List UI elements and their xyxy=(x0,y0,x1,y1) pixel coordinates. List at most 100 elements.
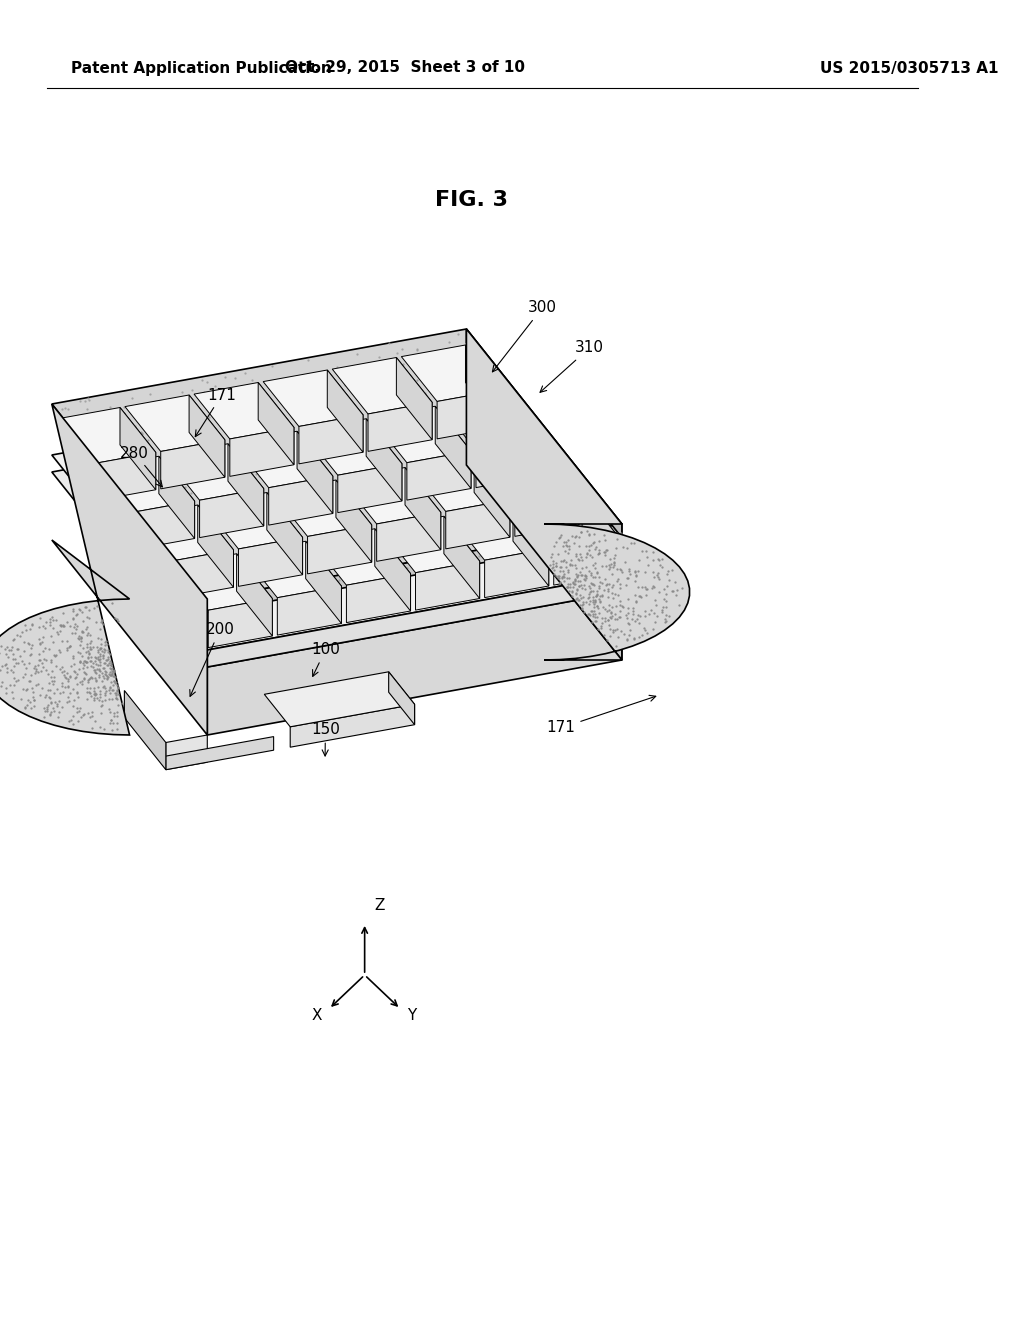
Polygon shape xyxy=(164,444,264,500)
Polygon shape xyxy=(207,576,622,667)
Polygon shape xyxy=(336,480,372,562)
Polygon shape xyxy=(543,442,579,525)
Polygon shape xyxy=(124,690,166,770)
Text: Z: Z xyxy=(374,898,384,913)
Text: X: X xyxy=(311,1007,323,1023)
Text: Oct. 29, 2015  Sheet 3 of 10: Oct. 29, 2015 Sheet 3 of 10 xyxy=(285,61,525,75)
Polygon shape xyxy=(159,457,195,539)
Text: 310: 310 xyxy=(540,341,604,392)
Polygon shape xyxy=(232,432,333,487)
Text: US 2015/0305713 A1: US 2015/0305713 A1 xyxy=(820,61,998,75)
Polygon shape xyxy=(307,525,372,574)
Polygon shape xyxy=(377,512,440,561)
Polygon shape xyxy=(267,492,302,574)
Polygon shape xyxy=(169,550,233,599)
Polygon shape xyxy=(56,408,156,463)
Polygon shape xyxy=(166,735,207,770)
Text: 171: 171 xyxy=(547,696,655,735)
Polygon shape xyxy=(200,488,264,537)
Polygon shape xyxy=(52,397,622,667)
Polygon shape xyxy=(401,345,501,401)
Polygon shape xyxy=(375,529,411,611)
Polygon shape xyxy=(341,467,440,524)
Polygon shape xyxy=(518,491,617,548)
Polygon shape xyxy=(389,672,415,725)
Polygon shape xyxy=(484,549,549,598)
Polygon shape xyxy=(258,383,294,465)
Polygon shape xyxy=(582,491,617,573)
Polygon shape xyxy=(161,440,225,488)
Polygon shape xyxy=(416,561,479,610)
Polygon shape xyxy=(271,480,372,536)
Text: 300: 300 xyxy=(493,301,557,372)
Polygon shape xyxy=(95,457,195,512)
Text: Patent Application Publication: Patent Application Publication xyxy=(71,61,332,75)
Polygon shape xyxy=(466,329,689,660)
Polygon shape xyxy=(120,408,156,490)
Polygon shape xyxy=(263,370,364,426)
Polygon shape xyxy=(239,537,302,586)
Polygon shape xyxy=(338,463,401,512)
Polygon shape xyxy=(346,574,411,623)
Polygon shape xyxy=(466,345,501,428)
Polygon shape xyxy=(513,504,549,586)
Polygon shape xyxy=(476,438,540,487)
Polygon shape xyxy=(406,467,440,549)
Polygon shape xyxy=(310,529,411,585)
Polygon shape xyxy=(332,358,432,414)
Text: FIG. 3: FIG. 3 xyxy=(434,190,508,210)
Polygon shape xyxy=(328,370,364,453)
Polygon shape xyxy=(208,598,272,648)
Polygon shape xyxy=(130,502,195,550)
Polygon shape xyxy=(466,397,622,660)
Polygon shape xyxy=(198,506,233,587)
Polygon shape xyxy=(166,737,273,770)
Polygon shape xyxy=(380,516,479,573)
Polygon shape xyxy=(133,506,233,561)
Polygon shape xyxy=(290,705,415,747)
Polygon shape xyxy=(440,393,540,450)
Polygon shape xyxy=(435,407,471,488)
Polygon shape xyxy=(237,554,272,636)
Polygon shape xyxy=(466,380,622,591)
Polygon shape xyxy=(437,389,501,438)
Polygon shape xyxy=(445,500,510,549)
Polygon shape xyxy=(172,554,272,610)
Polygon shape xyxy=(203,492,302,549)
Polygon shape xyxy=(396,358,432,440)
Polygon shape xyxy=(449,504,549,560)
Text: Y: Y xyxy=(408,1007,417,1023)
Polygon shape xyxy=(52,329,622,599)
Polygon shape xyxy=(554,536,617,585)
Text: 200: 200 xyxy=(189,623,234,697)
Polygon shape xyxy=(367,418,401,502)
Polygon shape xyxy=(299,414,364,463)
Polygon shape xyxy=(264,672,415,727)
Polygon shape xyxy=(505,393,540,477)
Polygon shape xyxy=(368,403,432,451)
Text: 100: 100 xyxy=(311,643,340,676)
Polygon shape xyxy=(302,418,401,475)
Polygon shape xyxy=(242,541,341,598)
Polygon shape xyxy=(268,477,333,525)
Text: 171: 171 xyxy=(196,388,237,437)
Polygon shape xyxy=(371,407,471,463)
Polygon shape xyxy=(207,591,622,735)
Text: 150: 150 xyxy=(311,722,340,756)
Polygon shape xyxy=(278,586,341,635)
Polygon shape xyxy=(479,442,579,499)
Polygon shape xyxy=(195,383,294,440)
Polygon shape xyxy=(52,380,622,649)
Polygon shape xyxy=(189,395,225,478)
Polygon shape xyxy=(466,329,622,537)
Polygon shape xyxy=(474,455,510,537)
Polygon shape xyxy=(443,516,479,598)
Polygon shape xyxy=(410,455,510,511)
Polygon shape xyxy=(91,453,156,502)
Polygon shape xyxy=(207,524,622,612)
Polygon shape xyxy=(228,444,264,525)
Polygon shape xyxy=(407,451,471,500)
Text: 280: 280 xyxy=(120,446,163,487)
Polygon shape xyxy=(125,395,225,451)
Polygon shape xyxy=(306,541,341,623)
